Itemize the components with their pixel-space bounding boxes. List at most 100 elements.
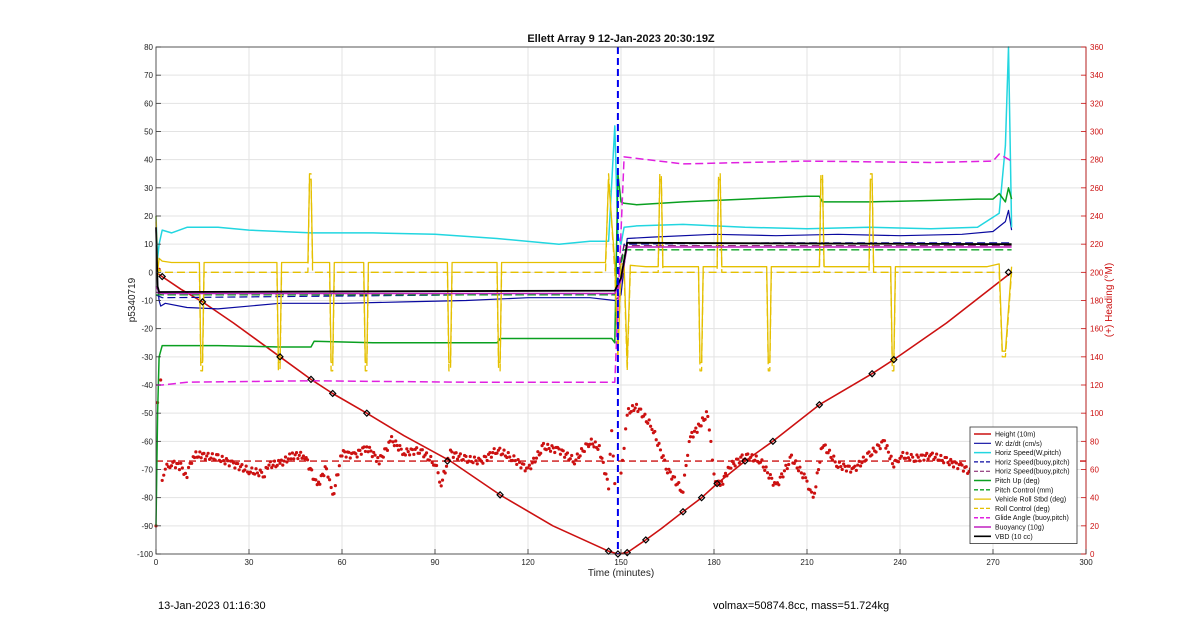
heading-point — [874, 450, 878, 454]
heading-point — [629, 410, 633, 414]
heading-point — [472, 455, 477, 459]
heading-point — [626, 407, 631, 411]
y-tick-label-right: 320 — [1090, 99, 1104, 108]
heading-point — [190, 461, 194, 465]
height-marker — [868, 369, 876, 378]
heading-point — [160, 478, 164, 483]
heading-point — [667, 467, 671, 471]
heading-point — [814, 485, 818, 489]
heading-point — [632, 408, 636, 413]
heading-point — [516, 458, 520, 462]
heading-point — [703, 417, 707, 421]
heading-point — [690, 430, 694, 435]
heading-point — [885, 444, 889, 448]
heading-point — [810, 490, 814, 494]
heading-point — [686, 453, 690, 457]
heading-point — [508, 455, 512, 459]
series-line-1 — [155, 209, 1013, 310]
heading-point — [661, 454, 665, 458]
heading-point — [260, 470, 264, 474]
y-tick-label-right: 60 — [1090, 466, 1099, 475]
heading-point — [450, 450, 454, 454]
heading-point — [328, 478, 332, 482]
heading-point — [522, 462, 526, 466]
heading-point — [271, 463, 275, 467]
heading-point — [253, 472, 257, 476]
heading-point — [695, 430, 699, 434]
heading-point — [529, 467, 533, 471]
heading-point — [539, 451, 543, 455]
series-line-2 — [155, 46, 1013, 260]
heading-point — [165, 462, 169, 466]
heading-point — [192, 455, 197, 460]
heading-point — [526, 466, 530, 470]
heading-point — [665, 471, 670, 475]
heading-point — [753, 458, 757, 462]
y-tick-label-left: 10 — [144, 240, 153, 249]
heading-point — [768, 472, 772, 477]
heading-point — [546, 442, 550, 446]
legend: Height (10m) W: dz/dt (cm/s) Horiz Speed(W… — [969, 426, 1078, 544]
heading-point — [305, 458, 310, 462]
heading-point — [318, 482, 322, 486]
heading-point — [798, 465, 802, 469]
x-axis-label: Time (minutes) — [588, 568, 654, 579]
legend-entry: VBD (10 cc) — [995, 534, 1033, 541]
heading-point — [324, 467, 329, 471]
heading-point — [347, 450, 351, 454]
heading-point — [847, 464, 851, 468]
heading-point — [754, 454, 758, 458]
heading-point — [737, 461, 741, 465]
legend-entry: Horiz Speed(buoy,pitch) — [995, 469, 1070, 476]
heading-point — [348, 456, 352, 460]
heading-point — [746, 452, 750, 456]
heading-point — [911, 455, 915, 459]
heading-point — [784, 463, 788, 467]
heading-point — [570, 453, 574, 458]
heading-point — [787, 462, 791, 467]
heading-point — [964, 465, 968, 469]
heading-point — [803, 476, 808, 480]
heading-point — [194, 450, 198, 454]
heading-point — [515, 462, 519, 467]
heading-point — [780, 472, 784, 476]
heading-point — [926, 457, 930, 461]
legend-entry: Vehicle Roll Stbd (deg) — [995, 497, 1066, 504]
y-tick-label-left: -10 — [141, 297, 153, 306]
heading-point — [257, 474, 261, 478]
heading-point — [771, 483, 775, 487]
heading-point — [443, 471, 447, 475]
heading-point — [173, 466, 178, 470]
heading-point — [625, 413, 629, 417]
heading-point — [889, 454, 893, 458]
heading-point — [282, 459, 286, 463]
heading-point — [279, 458, 283, 462]
heading-point — [177, 468, 182, 472]
heading-point — [373, 453, 377, 457]
y-axis-label-right: (+) Heading (°M) — [1104, 263, 1115, 337]
heading-point — [578, 454, 582, 458]
heading-point — [237, 468, 241, 472]
series-line-11 — [155, 227, 1012, 293]
heading-point — [922, 458, 926, 462]
heading-point — [908, 458, 912, 462]
y-tick-label-right: 160 — [1090, 325, 1104, 334]
heading-point — [467, 459, 471, 463]
heading-point — [199, 456, 203, 460]
heading-point — [534, 456, 539, 460]
height-marker — [443, 457, 452, 465]
heading-point — [704, 410, 709, 414]
heading-point — [648, 424, 653, 428]
heading-point — [344, 455, 348, 459]
heading-point — [340, 454, 344, 458]
heading-point — [343, 450, 347, 454]
heading-point — [506, 450, 510, 455]
heading-point — [565, 451, 570, 455]
heading-point — [654, 438, 658, 442]
heading-point — [440, 478, 445, 482]
heading-point — [451, 455, 455, 460]
heading-point — [262, 475, 267, 479]
heading-point — [650, 427, 654, 432]
heading-point — [944, 455, 949, 460]
heading-point — [770, 476, 774, 480]
